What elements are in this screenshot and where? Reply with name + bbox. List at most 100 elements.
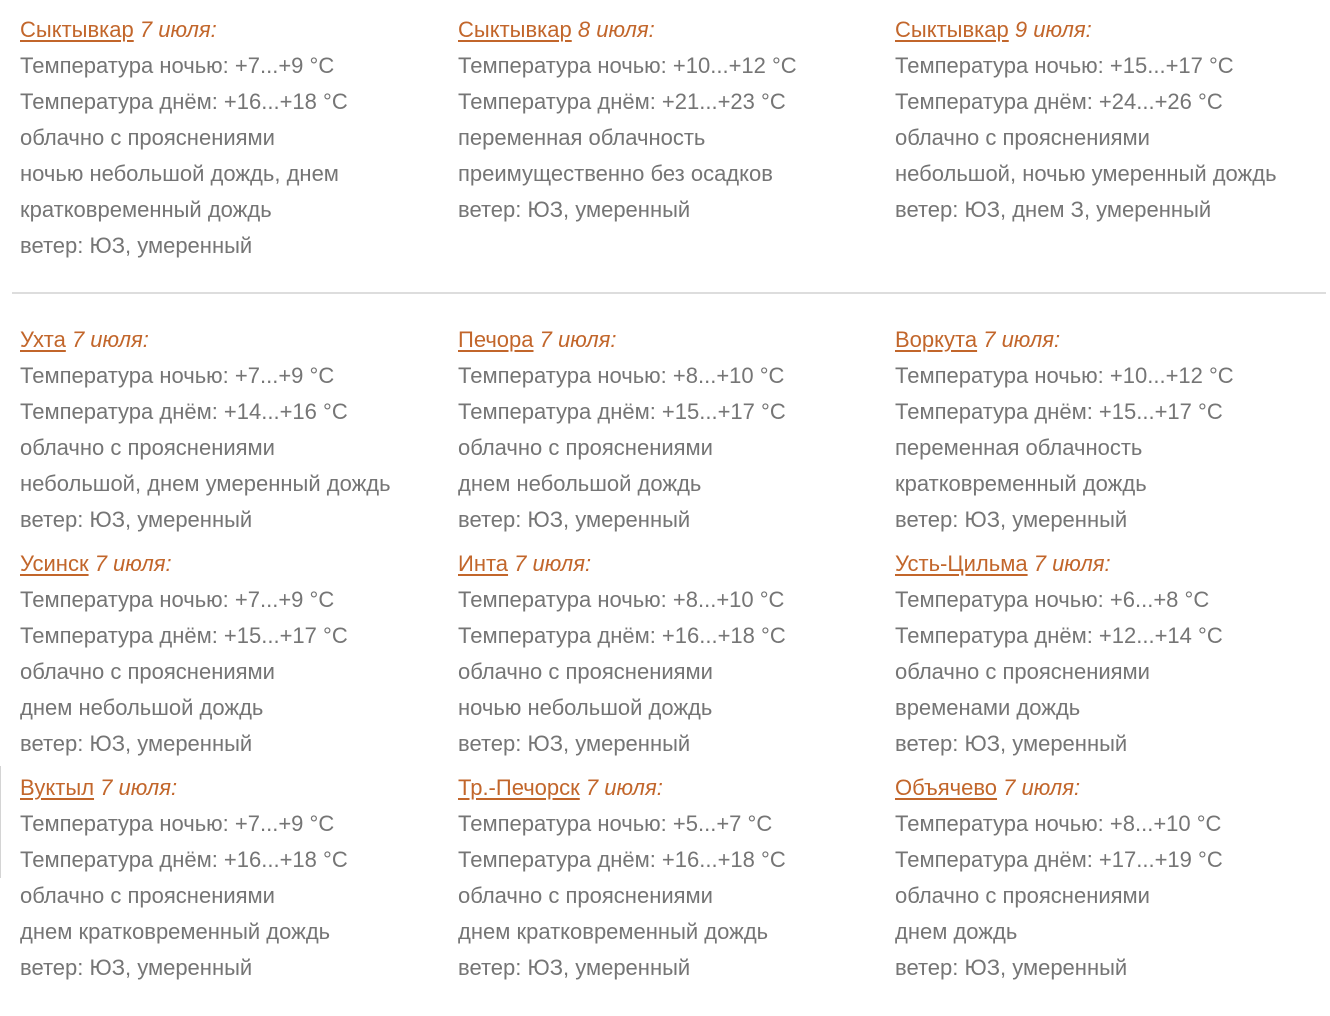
forecast-block: Печора 7 июля: Температура ночью: +8...+1…: [458, 322, 866, 538]
forecast-line: ветер: ЮЗ, умеренный: [895, 955, 1128, 980]
forecast-line: Температура днём: +12...+14 °С: [895, 623, 1223, 648]
block-heading: Сыктывкар 8 июля:: [458, 12, 866, 48]
forecast-date: 7 июля:: [71, 327, 149, 352]
forecast-date: 7 июля:: [585, 775, 663, 800]
block-heading: Печора 7 июля:: [458, 322, 866, 358]
forecast-line: облачно с прояснениями: [895, 659, 1150, 684]
section-divider: [12, 292, 1326, 294]
forecast-line: облачно с прояснениями: [458, 883, 713, 908]
forecast-line: Температура днём: +24...+26 °С: [895, 89, 1223, 114]
forecast-line: днем дождь: [895, 919, 1018, 944]
forecast-line: облачно с прояснениями: [458, 435, 713, 460]
forecast-line: Температура ночью: +8...+10 °С: [458, 363, 785, 388]
top-forecast-row: Сыктывкар 7 июля: Температура ночью: +7..…: [0, 0, 1330, 264]
forecast-line: ветер: ЮЗ, умеренный: [895, 731, 1128, 756]
block-heading: Ухта 7 июля:: [20, 322, 428, 358]
forecast-line: Температура днём: +15...+17 °С: [20, 623, 348, 648]
forecast-line: облачно с прояснениями: [20, 883, 275, 908]
forecast-line: Температура ночью: +5...+7 °С: [458, 811, 773, 836]
forecast-line: Температура днём: +15...+17 °С: [895, 399, 1223, 424]
forecast-line: ветер: ЮЗ, умеренный: [895, 507, 1128, 532]
left-edge-artifact: [0, 766, 1, 878]
block-heading: Усть-Цильма 7 июля:: [895, 546, 1303, 582]
forecast-line: ветер: ЮЗ, умеренный: [20, 507, 253, 532]
forecast-line: Температура днём: +16...+18 °С: [20, 89, 348, 114]
forecast-line: преимущественно без осадков: [458, 161, 773, 186]
forecast-line: ветер: ЮЗ, умеренный: [20, 955, 253, 980]
block-heading: Объячево 7 июля:: [895, 770, 1303, 806]
forecast-line: Температура ночью: +6...+8 °С: [895, 587, 1210, 612]
forecast-date: 7 июля:: [100, 775, 178, 800]
forecast-line: ветер: ЮЗ, умеренный: [20, 731, 253, 756]
forecast-date: 7 июля:: [1033, 551, 1111, 576]
forecast-line: ветер: ЮЗ, умеренный: [458, 731, 691, 756]
city-link[interactable]: Ухта: [20, 327, 66, 352]
forecast-date: 7 июля:: [94, 551, 172, 576]
forecast-date: 7 июля:: [139, 17, 217, 42]
forecast-line: Температура ночью: +7...+9 °С: [20, 587, 335, 612]
forecast-line: кратковременный дождь: [895, 471, 1147, 496]
forecast-line: переменная облачность: [458, 125, 706, 150]
forecast-line: Температура ночью: +7...+9 °С: [20, 811, 335, 836]
forecast-line: днем небольшой дождь: [458, 471, 702, 496]
block-heading: Вуктыл 7 июля:: [20, 770, 428, 806]
city-link[interactable]: Сыктывкар: [895, 17, 1009, 42]
city-link[interactable]: Тр.-Печорск: [458, 775, 580, 800]
city-link[interactable]: Усинск: [20, 551, 89, 576]
forecast-line: облачно с прояснениями: [20, 125, 275, 150]
forecast-block: Усть-Цильма 7 июля: Температура ночью: +6…: [895, 546, 1303, 762]
forecast-line: Температура днём: +17...+19 °С: [895, 847, 1223, 872]
forecast-block: Сыктывкар 7 июля: Температура ночью: +7..…: [20, 12, 428, 264]
forecast-block: Воркута 7 июля: Температура ночью: +10...…: [895, 322, 1303, 538]
forecast-date: 9 июля:: [1014, 17, 1092, 42]
forecast-block: Инта 7 июля: Температура ночью: +8...+10 …: [458, 546, 866, 762]
forecast-line: Температура ночью: +7...+9 °С: [20, 53, 335, 78]
city-link[interactable]: Вуктыл: [20, 775, 95, 800]
forecast-line: Температура днём: +14...+16 °С: [20, 399, 348, 424]
forecast-line: Температура днём: +21...+23 °С: [458, 89, 786, 114]
forecast-line: Температура ночью: +15...+17 °С: [895, 53, 1234, 78]
city-link[interactable]: Воркута: [895, 327, 978, 352]
forecast-date: 8 июля:: [577, 17, 655, 42]
forecast-line: Температура ночью: +8...+10 °С: [895, 811, 1222, 836]
city-link[interactable]: Сыктывкар: [458, 17, 572, 42]
forecast-line: небольшой, ночью умеренный дождь: [895, 161, 1277, 186]
forecast-line: днем небольшой дождь: [20, 695, 264, 720]
block-heading: Сыктывкар 9 июля:: [895, 12, 1303, 48]
forecast-line: Температура днём: +15...+17 °С: [458, 399, 786, 424]
forecast-line: ветер: ЮЗ, умеренный: [458, 507, 691, 532]
forecast-date: 7 июля:: [514, 551, 592, 576]
forecast-page: Сыктывкар 7 июля: Температура ночью: +7..…: [0, 0, 1330, 994]
block-heading: Сыктывкар 7 июля:: [20, 12, 428, 48]
forecast-line: облачно с прояснениями: [895, 883, 1150, 908]
forecast-block: Ухта 7 июля: Температура ночью: +7...+9 °…: [20, 322, 428, 538]
city-link[interactable]: Инта: [458, 551, 509, 576]
city-link[interactable]: Усть-Цильма: [895, 551, 1028, 576]
forecast-line: ветер: ЮЗ, днем З, умеренный: [895, 197, 1212, 222]
cities-forecast-grid: Ухта 7 июля: Температура ночью: +7...+9 °…: [0, 294, 1330, 994]
forecast-line: днем кратковременный дождь: [20, 919, 331, 944]
forecast-line: ветер: ЮЗ, умеренный: [20, 233, 253, 258]
forecast-block: Вуктыл 7 июля: Температура ночью: +7...+9…: [20, 770, 428, 986]
forecast-date: 7 июля:: [1003, 775, 1081, 800]
block-heading: Усинск 7 июля:: [20, 546, 428, 582]
forecast-line: Температура ночью: +10...+12 °С: [458, 53, 797, 78]
forecast-line: Температура днём: +16...+18 °С: [20, 847, 348, 872]
city-link[interactable]: Сыктывкар: [20, 17, 134, 42]
forecast-line: днем кратковременный дождь: [458, 919, 769, 944]
forecast-line: Температура днём: +16...+18 °С: [458, 623, 786, 648]
forecast-line: ночью небольшой дождь, днем кратковремен…: [20, 161, 339, 222]
forecast-block: Тр.-Печорск 7 июля: Температура ночью: +5…: [458, 770, 866, 986]
forecast-date: 7 июля:: [983, 327, 1061, 352]
city-link[interactable]: Объячево: [895, 775, 998, 800]
forecast-line: Температура днём: +16...+18 °С: [458, 847, 786, 872]
forecast-line: Температура ночью: +8...+10 °С: [458, 587, 785, 612]
forecast-line: Температура ночью: +7...+9 °С: [20, 363, 335, 388]
city-link[interactable]: Печора: [458, 327, 534, 352]
forecast-line: временами дождь: [895, 695, 1081, 720]
forecast-line: ветер: ЮЗ, умеренный: [458, 197, 691, 222]
forecast-line: небольшой, днем умеренный дождь: [20, 471, 391, 496]
forecast-line: ночью небольшой дождь: [458, 695, 713, 720]
forecast-line: Температура ночью: +10...+12 °С: [895, 363, 1234, 388]
forecast-date: 7 июля:: [539, 327, 617, 352]
